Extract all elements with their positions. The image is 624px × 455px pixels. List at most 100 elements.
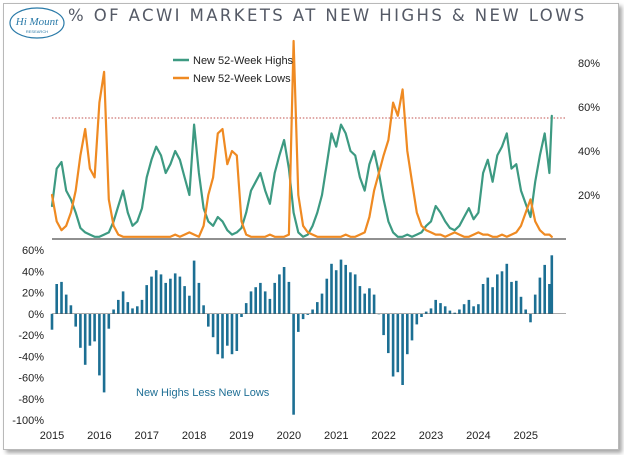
net-bar: [136, 306, 139, 314]
bottom-y-tick-label: 60%: [22, 245, 44, 257]
net-bar: [524, 309, 527, 314]
net-bar: [183, 286, 186, 314]
x-tick-label: 2022: [371, 430, 395, 442]
net-bar: [515, 280, 518, 314]
chart-title: % OF ACWI MARKETS AT NEW HIGHS & NEW LOW…: [68, 6, 587, 25]
x-tick-label: 2024: [466, 430, 490, 442]
net-bar: [93, 313, 96, 342]
net-bar: [235, 313, 239, 351]
series-new-highs-line: [50, 114, 553, 238]
legend: New 52-Week Highs New 52-Week Lows: [173, 55, 294, 85]
net-bar: [486, 277, 490, 314]
net-bar: [55, 284, 58, 314]
net-bar: [301, 313, 305, 320]
net-bar: [88, 313, 92, 346]
net-bar: [372, 294, 376, 314]
net-bar: [443, 306, 447, 314]
net-bar: [320, 293, 324, 314]
net-bar: [216, 313, 220, 355]
net-bar: [434, 299, 437, 314]
net-bar: [188, 295, 191, 314]
net-bar: [368, 288, 371, 314]
bottom-y-tick-label: -80%: [18, 394, 44, 406]
net-bar: [211, 313, 215, 338]
x-tick-label: 2016: [87, 430, 111, 442]
net-bar: [467, 299, 471, 314]
net-bar: [391, 313, 395, 377]
net-bar: [424, 311, 428, 314]
legend-label: New 52-Week Highs: [193, 55, 294, 67]
net-bar: [491, 287, 494, 314]
bottom-y-tick-label: -100%: [12, 415, 44, 427]
net-bar: [226, 313, 229, 346]
bottom-y-tick-label: -60%: [18, 373, 44, 385]
net-bar: [249, 291, 253, 314]
net-bar: [278, 274, 281, 314]
top-y-tick-label: 80%: [578, 58, 600, 70]
net-bar: [121, 291, 125, 314]
x-tick-label: 2017: [135, 430, 159, 442]
net-bar: [344, 264, 347, 314]
net-bar: [145, 285, 148, 314]
net-bar: [548, 284, 551, 314]
net-bar: [169, 278, 172, 314]
net-bar: [358, 286, 362, 314]
net-bar: [439, 303, 442, 314]
net-bar: [263, 291, 267, 314]
net-bar: [316, 302, 319, 314]
net-bar: [519, 296, 523, 314]
net-bar: [453, 312, 456, 314]
net-bar: [207, 313, 210, 327]
net-bar: [448, 310, 452, 314]
bottom-y-tick-label: 20%: [22, 288, 44, 300]
net-bar: [550, 255, 554, 314]
net-bar: [102, 313, 106, 393]
net-bar: [64, 294, 68, 314]
net-bar: [543, 264, 546, 314]
top-panel-series: [50, 39, 553, 238]
net-bar: [306, 313, 310, 315]
bottom-y-tick-label: 40%: [22, 266, 44, 278]
top-y-tick-label: 40%: [578, 146, 600, 158]
net-bar: [401, 313, 404, 385]
x-tick-label: 2020: [277, 430, 301, 442]
net-bar: [472, 306, 475, 314]
bottom-y-tick-label: -20%: [18, 330, 44, 342]
net-bar: [287, 281, 291, 314]
x-tick-label: 2023: [419, 430, 443, 442]
net-bar: [529, 313, 532, 323]
x-tick-label: 2018: [182, 430, 206, 442]
net-bar: [79, 313, 82, 348]
net-bar: [131, 308, 134, 314]
net-bar: [496, 274, 499, 314]
net-bar: [477, 304, 480, 314]
net-bar: [107, 313, 111, 329]
top-panel-axes: 20% 40% 60% 80%: [52, 58, 600, 240]
net-bar: [259, 282, 262, 314]
net-bar: [415, 313, 419, 325]
net-bar: [481, 284, 485, 314]
net-bar: [69, 305, 73, 314]
net-bar: [406, 313, 409, 355]
net-bar: [192, 260, 196, 314]
net-bar: [282, 267, 286, 314]
net-bar: [505, 263, 509, 314]
net-bar: [98, 313, 101, 376]
bottom-y-tick-label: -40%: [18, 351, 44, 363]
bottom-panel-bars: [50, 255, 554, 415]
net-bar: [292, 313, 295, 415]
net-bar: [83, 313, 87, 365]
net-bar: [230, 313, 234, 355]
x-tick-label: 2025: [513, 430, 537, 442]
net-bar: [140, 299, 144, 314]
net-bar: [353, 274, 357, 314]
hi-mount-logo: Hi Mount RESEARCH: [8, 6, 66, 45]
legend-label: New 52-Week Lows: [193, 73, 291, 85]
net-bar: [330, 263, 333, 314]
net-bar: [325, 278, 329, 314]
net-bar: [268, 298, 272, 314]
net-bar: [458, 309, 461, 314]
net-bar: [50, 313, 54, 330]
net-bar: [334, 270, 338, 314]
